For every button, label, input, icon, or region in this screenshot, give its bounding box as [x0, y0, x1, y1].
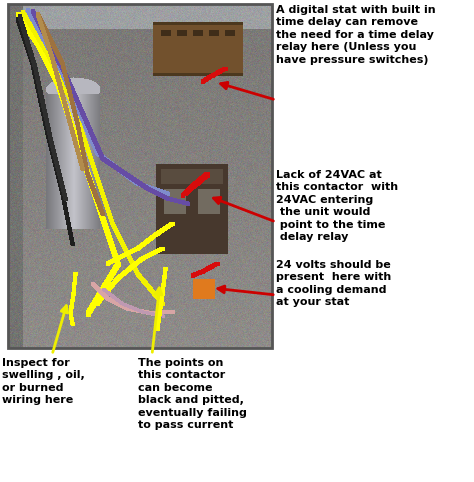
Bar	[8, 4, 272, 348]
Text: A digital stat with built in
time delay can remove
the need for a time delay
rel: A digital stat with built in time delay …	[276, 5, 436, 65]
Text: The points on
this contactor
can become
black and pitted,
eventually failing
to : The points on this contactor can become …	[138, 358, 247, 430]
Text: Inspect for
swelling , oil,
or burned
wiring here: Inspect for swelling , oil, or burned wi…	[2, 358, 85, 405]
Text: 24 volts should be
present  here with
a cooling demand
at your stat: 24 volts should be present here with a c…	[276, 260, 391, 307]
Text: Lack of 24VAC at
this contactor  with
24VAC entering
 the unit would
 point to t: Lack of 24VAC at this contactor with 24V…	[276, 170, 398, 242]
